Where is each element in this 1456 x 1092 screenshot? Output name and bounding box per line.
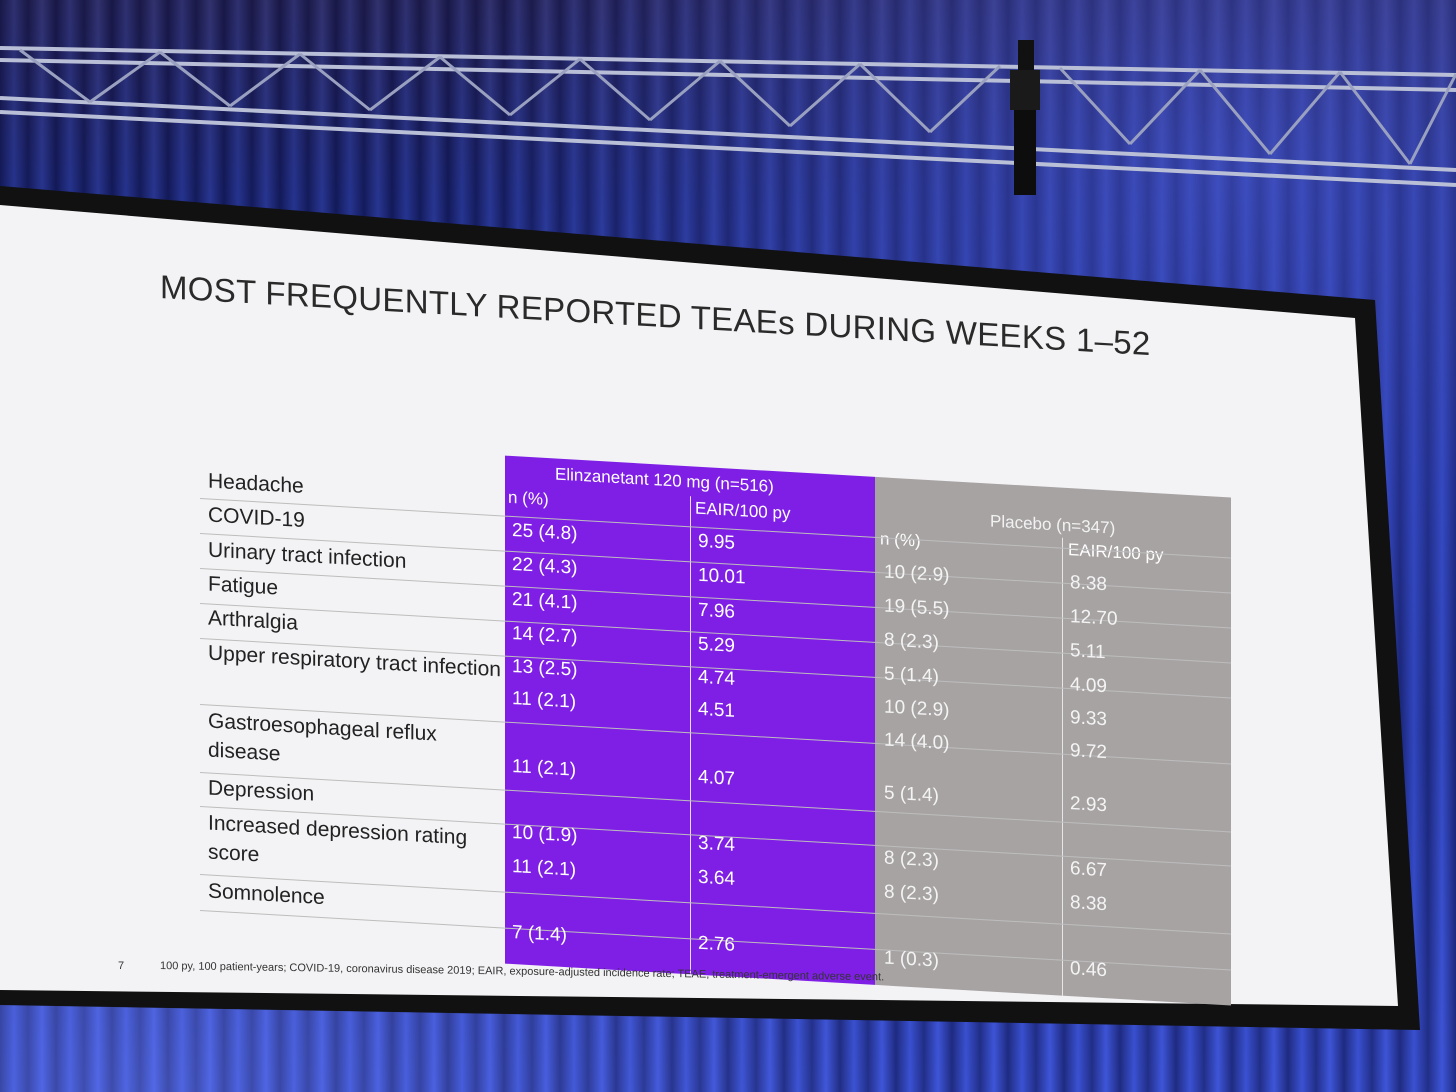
slide-number: 7 (118, 960, 125, 972)
table-cell: 19 (5.5) (884, 595, 950, 621)
table-cell: 11 (2.1) (512, 755, 577, 781)
table-cell: 11 (2.1) (512, 855, 577, 881)
slide-title: MOST FREQUENTLY REPORTED TEAEs DURING WE… (160, 268, 1151, 363)
camera-fixture (1000, 40, 1048, 200)
lighting-truss (0, 20, 1456, 210)
table-cell: 13 (2.5) (512, 655, 578, 681)
table-cell: 11 (2.1) (512, 687, 577, 713)
table-cell: 10 (1.9) (512, 821, 578, 847)
table-cell: 25 (4.8) (512, 519, 578, 545)
table-cell: 0.46 (1070, 958, 1107, 982)
row-label-gerd: Gastroesophageal reflux disease (208, 709, 437, 766)
row-label-increased-depression-score: Increased depression rating score (208, 811, 468, 867)
table-cell: 7 (1.4) (512, 921, 567, 947)
table-cell: 2.76 (698, 932, 735, 956)
table-cell: 2.93 (1070, 793, 1107, 817)
table-cell: 22 (4.3) (512, 553, 578, 579)
table-cell: 4.07 (698, 766, 735, 790)
table-cell: 4.09 (1070, 674, 1107, 698)
table-cell: 6.67 (1070, 858, 1107, 882)
plac-column-divider (1062, 537, 1063, 996)
table-cell: 14 (2.7) (512, 622, 578, 648)
plac-n-pct-header: n (%) (880, 529, 921, 551)
table-cell: 9.72 (1070, 740, 1107, 764)
table-cell: 12.70 (1070, 606, 1118, 630)
table-cell: 4.74 (698, 666, 735, 690)
table-cell: 10.01 (698, 564, 746, 589)
table-cell: 5 (1.4) (884, 663, 939, 688)
elin-n-pct-header: n (%) (508, 487, 549, 510)
table-cell: 3.74 (698, 832, 735, 856)
table-cell: 7.96 (698, 599, 735, 623)
table-cell: 5 (1.4) (884, 782, 939, 807)
table-cell: 8 (2.3) (884, 847, 939, 872)
table-cell: 3.64 (698, 866, 735, 890)
table-cell: 14 (4.0) (884, 729, 950, 755)
table-cell: 8 (2.3) (884, 629, 939, 654)
table-cell: 4.51 (698, 698, 735, 722)
table-cell: 10 (2.9) (884, 696, 950, 722)
table-cell: 5.29 (698, 633, 735, 657)
table-cell: 9.95 (698, 530, 735, 554)
table-cell: 5.11 (1070, 640, 1106, 664)
table-cell: 8.38 (1070, 572, 1107, 596)
table-cell: 9.33 (1070, 707, 1107, 731)
table-cell: 8.38 (1070, 892, 1107, 916)
table-cell: 1 (0.3) (884, 947, 939, 972)
table-cell: 8 (2.3) (884, 881, 939, 906)
table-cell: 21 (4.1) (512, 588, 578, 614)
table-cell: 10 (2.9) (884, 561, 950, 587)
